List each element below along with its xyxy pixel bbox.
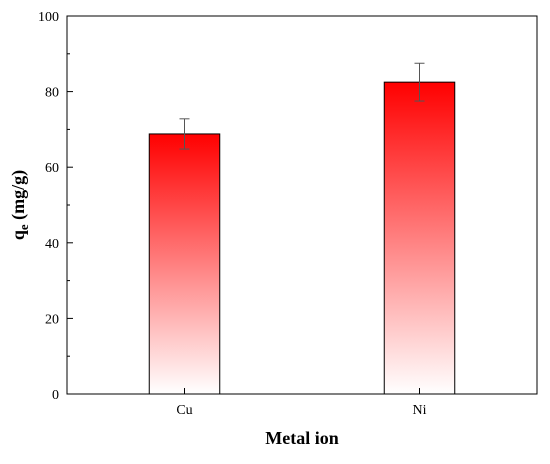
y-axis-title: qe (mg/g): [8, 170, 31, 240]
bar-ni: [383, 81, 456, 395]
error-bars-layer: [179, 62, 425, 150]
plot-frame: [66, 15, 538, 395]
bars-layer: [148, 81, 456, 395]
y-tick-label: 80: [45, 86, 59, 101]
y-tick-label: 60: [45, 161, 59, 176]
x-tick-label: Cu: [176, 403, 192, 418]
y-tick-label: 0: [52, 388, 59, 403]
y-tick-label: 100: [38, 10, 59, 25]
x-axis-ticks: Cu Ni: [176, 388, 427, 418]
y-axis-title-main: q: [8, 230, 28, 240]
x-tick-label: Ni: [413, 403, 427, 418]
x-axis-title: Metal ion: [265, 428, 339, 448]
bar-cu: [148, 133, 221, 395]
y-tick-label: 40: [45, 237, 59, 252]
y-axis-title-subscript: e: [16, 224, 31, 230]
y-axis-ticks: 0 20 40 60 80 100: [38, 10, 73, 403]
y-axis-title-unit: (mg/g): [8, 170, 29, 224]
y-tick-label: 20: [45, 312, 59, 327]
